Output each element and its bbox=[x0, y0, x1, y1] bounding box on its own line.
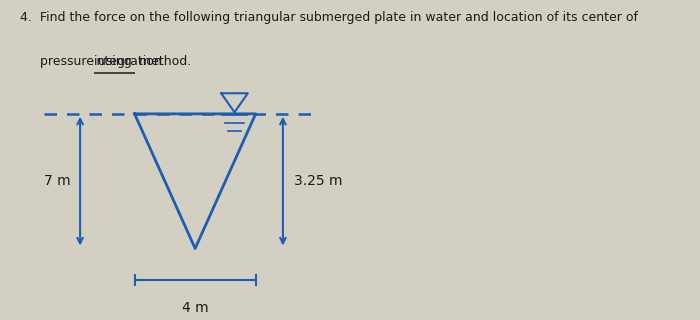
Text: method.: method. bbox=[134, 55, 191, 68]
Text: integration: integration bbox=[94, 55, 163, 68]
Text: 4 m: 4 m bbox=[182, 301, 209, 315]
Text: 4.  Find the force on the following triangular submerged plate in water and loca: 4. Find the force on the following trian… bbox=[20, 11, 638, 24]
Text: 7 m: 7 m bbox=[44, 174, 71, 188]
Text: pressure using: pressure using bbox=[20, 55, 135, 68]
Text: 3.25 m: 3.25 m bbox=[294, 174, 342, 188]
